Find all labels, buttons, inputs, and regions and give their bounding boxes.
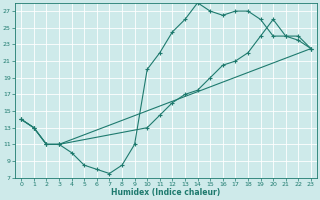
X-axis label: Humidex (Indice chaleur): Humidex (Indice chaleur): [111, 188, 221, 197]
